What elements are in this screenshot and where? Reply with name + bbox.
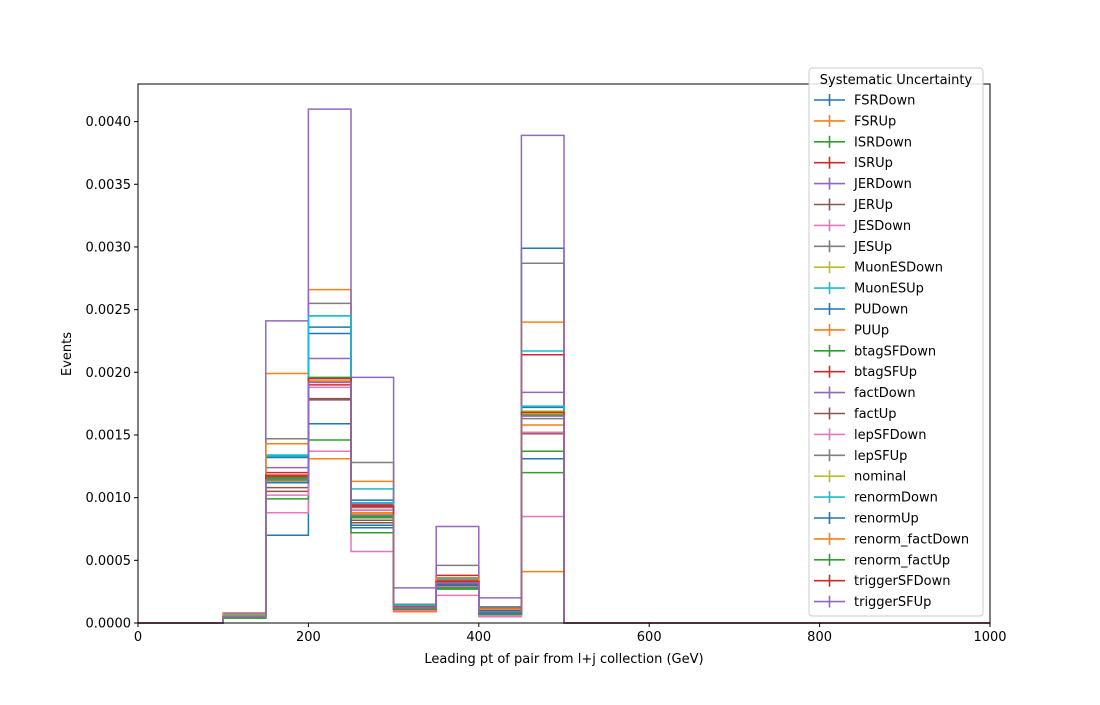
legend-entry: PUDown — [814, 303, 908, 318]
y-tick-label: 0.0035 — [86, 178, 132, 193]
legend-label: triggerSFUp — [854, 595, 931, 610]
legend-entry: btagSFDown — [814, 344, 936, 359]
y-axis-ticks: 0.0000 0.0005 0.0010 0.0015 0.0020 0.0025 0.00… — [86, 115, 138, 632]
legend-label: renorm_factUp — [854, 553, 950, 568]
legend-entry: FSRDown — [814, 94, 915, 109]
y-tick-label: 0.0030 — [86, 240, 132, 255]
legend-entry: JESDown — [814, 219, 911, 234]
legend-label: JESUp — [853, 240, 892, 255]
legend-entry: FSRUp — [814, 114, 896, 129]
x-tick-label: 800 — [807, 630, 832, 645]
y-tick-label: 0.0015 — [86, 428, 132, 443]
legend-entry: lepSFUp — [814, 449, 907, 464]
legend-label: ISRDown — [854, 135, 912, 150]
legend-entry: factDown — [814, 386, 916, 401]
legend-label: JERUp — [853, 198, 893, 213]
legend-label: PUUp — [854, 323, 889, 338]
y-axis-label: Events — [60, 332, 75, 376]
legend-entry: PUUp — [814, 323, 889, 338]
x-tick-label: 200 — [296, 630, 321, 645]
legend-entry: triggerSFDown — [814, 574, 950, 589]
legend-entry: renorm_factDown — [814, 532, 969, 547]
legend-entry: factUp — [814, 407, 897, 422]
legend-entry: JERDown — [814, 177, 912, 192]
legend-label: btagSFDown — [854, 344, 936, 359]
legend-entry: renormUp — [814, 512, 919, 527]
legend-entry: ISRUp — [814, 156, 893, 171]
legend-entry: btagSFUp — [814, 365, 917, 380]
legend-box — [808, 67, 984, 617]
legend-label: renormUp — [854, 512, 919, 527]
legend-entry: JERUp — [814, 198, 893, 213]
legend-label: JESDown — [853, 219, 911, 234]
legend-label: renorm_factDown — [854, 532, 969, 547]
legend-label: lepSFUp — [854, 449, 907, 464]
x-tick-label: 400 — [466, 630, 491, 645]
x-axis-label: Leading pt of pair from l+j collection (… — [424, 652, 703, 667]
legend-label: factDown — [854, 386, 916, 401]
legend-entry: nominal — [814, 470, 906, 485]
legend-label: lepSFDown — [854, 428, 926, 443]
x-tick-label: 1000 — [973, 630, 1006, 645]
y-tick-label: 0.0000 — [86, 617, 132, 632]
y-tick-label: 0.0010 — [86, 491, 132, 506]
legend-label: MuonESDown — [854, 261, 943, 276]
legend-entry: ISRDown — [814, 135, 912, 150]
x-tick-label: 0 — [134, 630, 142, 645]
legend-entry: renormDown — [814, 491, 938, 506]
legend-title: Systematic Uncertainty — [820, 73, 973, 88]
legend-label: JERDown — [853, 177, 912, 192]
legend-label: FSRUp — [854, 114, 896, 129]
x-tick-label: 600 — [637, 630, 662, 645]
legend-label: ISRUp — [854, 156, 893, 171]
legend-label: btagSFUp — [854, 365, 917, 380]
x-axis-ticks: 0 200 400 600 800 1000 — [134, 623, 1007, 645]
legend-entry: MuonESUp — [814, 282, 924, 297]
legend-label: nominal — [854, 470, 906, 485]
y-tick-label: 0.0025 — [86, 303, 132, 318]
legend-label: MuonESUp — [854, 282, 924, 297]
legend-entry: renorm_factUp — [814, 553, 950, 568]
legend-entry: JESUp — [814, 240, 892, 255]
y-tick-label: 0.0040 — [86, 115, 132, 130]
legend-label: factUp — [854, 407, 897, 422]
legend-label: PUDown — [854, 303, 908, 318]
legend-label: renormDown — [854, 491, 938, 506]
legend-entries: FSRDown FSRUp ISRDown ISRUp JERDown JERUp JESD… — [814, 94, 969, 610]
legend-label: triggerSFDown — [854, 574, 950, 589]
legend-entry: MuonESDown — [814, 261, 943, 276]
y-tick-label: 0.0005 — [86, 554, 132, 569]
plot-frame — [137, 83, 991, 624]
legend-label: FSRDown — [854, 94, 915, 109]
y-tick-label: 0.0020 — [86, 366, 132, 381]
legend-entry: triggerSFUp — [814, 595, 931, 610]
legend: Systematic Uncertainty FSRDown FSRUp ISRDo… — [808, 67, 984, 617]
legend-entry: lepSFDown — [814, 428, 926, 443]
